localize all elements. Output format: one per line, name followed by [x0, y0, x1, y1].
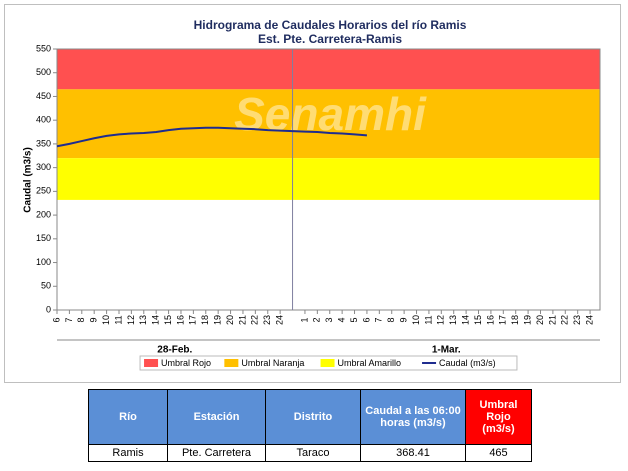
legend-swatch [320, 359, 335, 367]
x-tick-label: 21 [237, 315, 247, 325]
x-tick-label: 2 [312, 317, 322, 322]
legend-label: Umbral Rojo [161, 358, 211, 368]
x-tick-label: 12 [126, 315, 136, 325]
line-series [56, 126, 368, 148]
x-tick-label: 21 [547, 315, 557, 325]
x-tick-label: 19 [522, 315, 532, 325]
table-cell: Pte. Carretera [167, 444, 266, 462]
x-tick-label: 11 [113, 315, 123, 324]
y-tick-label: 50 [41, 281, 51, 291]
table-header: Estación [167, 389, 266, 445]
x-tick-label: 11 [423, 315, 433, 324]
x-tick-label: 15 [163, 315, 173, 325]
y-tick-label: 350 [36, 138, 51, 148]
x-tick-label: 6 [361, 317, 371, 322]
x-tick-label: 17 [498, 315, 508, 325]
x-tick-label: 17 [188, 315, 198, 325]
x-tick-label: 7 [374, 317, 384, 322]
x-tick-label: 20 [535, 315, 545, 325]
table-header: Caudal a las 06:00 horas (m3/s) [360, 389, 466, 445]
y-tick-label: 300 [36, 162, 51, 172]
legend-swatch [224, 359, 239, 367]
watermark: Senamhi [234, 88, 427, 140]
x-tick-label: 19 [213, 315, 223, 325]
x-tick-label: 5 [349, 317, 359, 322]
x-tick-label: 1 [299, 317, 309, 322]
summary-table: Río Estación Distrito Caudal a las 06:00… [88, 389, 532, 462]
threshold-band [57, 89, 600, 159]
threshold-band [57, 49, 600, 90]
legend-label: Umbral Naranja [241, 358, 304, 368]
y-tick-label: 400 [36, 115, 51, 125]
legend-label: Umbral Amarillo [338, 358, 402, 368]
x-tick-label: 23 [572, 315, 582, 325]
x-tick-label: 8 [386, 317, 396, 322]
y-tick-label: 150 [36, 233, 51, 243]
x-tick-label: 12 [436, 315, 446, 325]
x-tick-label: 24 [275, 315, 285, 325]
x-tick-label: 9 [398, 317, 408, 322]
y-tick-label: 200 [36, 209, 51, 219]
x-tick-label: 16 [175, 315, 185, 325]
y-tick-label: 500 [36, 67, 51, 77]
y-tick-label: 550 [36, 43, 51, 53]
x-tick-label: 16 [485, 315, 495, 325]
x-tick-label: 24 [584, 315, 594, 325]
y-axis-label: Caudal (m3/s) [23, 147, 34, 213]
x-tick-label: 9 [89, 317, 99, 322]
threshold-band [57, 158, 600, 200]
x-tick-label: 13 [138, 315, 148, 325]
table-cell: Taraco [265, 444, 361, 462]
date-label: 1-Mar. [432, 345, 461, 356]
x-tick-label: 4 [337, 317, 347, 322]
x-tick-label: 23 [262, 315, 272, 325]
y-tick-label: 250 [36, 186, 51, 196]
x-tick-label: 18 [510, 315, 520, 325]
x-tick-label: 14 [151, 315, 161, 325]
table-header: Río [88, 389, 168, 445]
table-cell: 368.41 [360, 444, 466, 462]
table-header: Distrito [265, 389, 361, 445]
legend-swatch [144, 359, 159, 367]
x-tick-label: 13 [448, 315, 458, 325]
legend-label: Caudal (m3/s) [439, 358, 496, 368]
y-tick-label: 0 [46, 304, 51, 314]
y-tick-label: 450 [36, 91, 51, 101]
x-tick-label: 7 [64, 317, 74, 322]
x-tick-label: 3 [324, 317, 334, 322]
x-tick-label: 20 [225, 315, 235, 325]
chart-subtitle: Est. Pte. Carretera-Ramis [258, 32, 402, 46]
x-tick-label: 6 [51, 317, 61, 322]
date-label: 28-Feb. [157, 345, 192, 356]
table-cell: Ramis [88, 444, 168, 462]
x-tick-label: 15 [473, 315, 483, 325]
table-header: Umbral Rojo (m3/s) [465, 389, 532, 445]
x-tick-label: 14 [460, 315, 470, 325]
table-cell: 465 [465, 444, 532, 462]
chart-title: Hidrograma de Caudales Horarios del río … [194, 18, 467, 32]
x-tick-label: 10 [411, 315, 421, 325]
x-tick-label: 22 [560, 315, 570, 325]
y-tick-label: 100 [36, 257, 51, 267]
x-tick-label: 10 [101, 315, 111, 325]
chart: Hidrograma de Caudales Horarios del río … [4, 4, 621, 383]
x-tick-label: 18 [200, 315, 210, 325]
plot-border [56, 48, 601, 311]
x-tick-label: 8 [76, 317, 86, 322]
x-tick-label: 22 [250, 315, 260, 325]
